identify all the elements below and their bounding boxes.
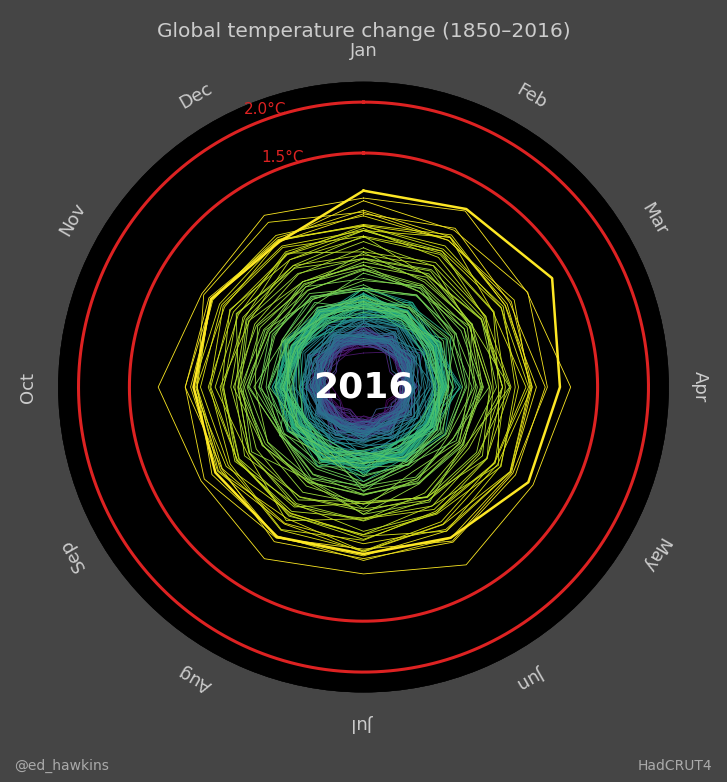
Text: 1.5°C: 1.5°C xyxy=(262,150,304,165)
Text: Dec: Dec xyxy=(176,80,215,113)
Text: 2.0°C: 2.0°C xyxy=(244,102,286,117)
Text: Oct: Oct xyxy=(19,371,36,403)
Text: Jun: Jun xyxy=(515,663,548,693)
Text: @ed_hawkins: @ed_hawkins xyxy=(15,759,110,773)
Text: Global temperature change (1850–2016): Global temperature change (1850–2016) xyxy=(157,22,570,41)
Text: Apr: Apr xyxy=(691,371,708,403)
Text: Nov: Nov xyxy=(56,199,89,239)
Text: Mar: Mar xyxy=(638,200,671,239)
Text: Sep: Sep xyxy=(56,536,89,574)
Text: Jul: Jul xyxy=(353,714,374,732)
Text: May: May xyxy=(638,534,672,576)
Text: Aug: Aug xyxy=(176,662,215,694)
Text: HadCRUT4: HadCRUT4 xyxy=(638,759,712,773)
Text: 2016: 2016 xyxy=(313,370,414,404)
Text: Feb: Feb xyxy=(513,81,550,112)
Text: Jan: Jan xyxy=(350,42,377,60)
